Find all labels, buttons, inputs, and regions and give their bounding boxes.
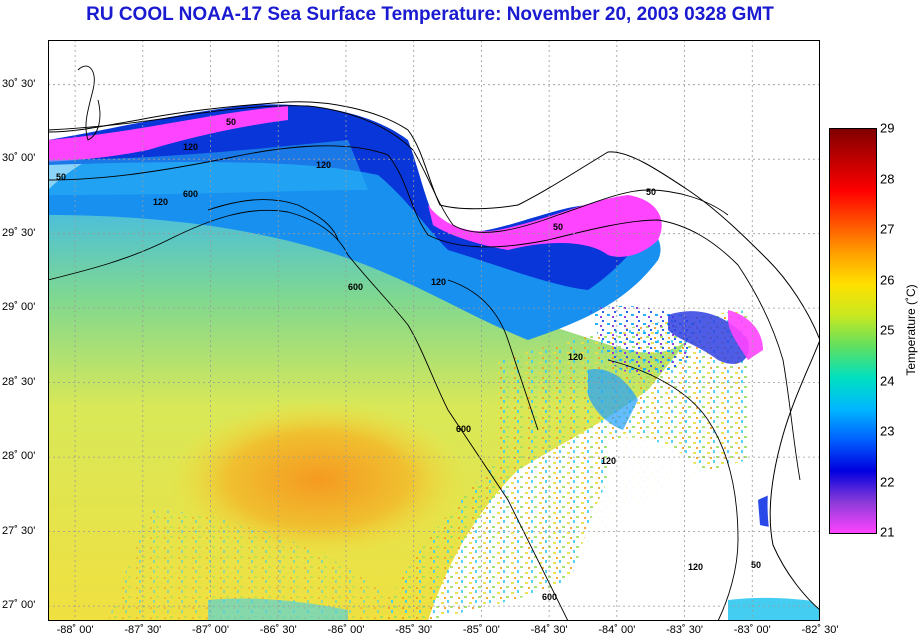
depth-label: 120	[431, 277, 446, 287]
depth-label: 120	[316, 160, 331, 170]
depth-label: 50	[751, 560, 761, 570]
colorbar-label: Temperature (˚C)	[904, 284, 918, 376]
latitude-label: 29˚ 30'	[2, 226, 36, 239]
map-title: RU COOL NOAA-17 Sea Surface Temperature:…	[86, 4, 774, 25]
longitude-label: -82˚ 30'	[801, 624, 839, 636]
depth-label: 600	[348, 282, 363, 292]
longitude-label: -87˚ 00'	[192, 624, 229, 636]
latitude-label: 27˚ 30'	[2, 524, 36, 537]
latitude-label: 27˚ 00'	[2, 599, 36, 612]
longitude-label: -87˚ 30'	[124, 624, 162, 636]
depth-label: 120	[153, 197, 168, 207]
sst-field	[48, 104, 820, 621]
colorbar-tick-label: 26	[880, 272, 895, 287]
longitude-label: -85˚ 30'	[395, 624, 433, 636]
depth-label: 600	[542, 592, 557, 602]
depth-label: 50	[553, 222, 563, 232]
longitude-label: -88˚ 00'	[56, 624, 94, 636]
longitude-label: -85˚ 00'	[462, 624, 500, 636]
colorbar-tick-label: 25	[880, 322, 895, 338]
coastline	[48, 101, 820, 611]
longitude-label: -86˚ 00'	[327, 624, 365, 636]
depth-label: 50	[226, 117, 236, 127]
latitude-label: 30˚ 30'	[2, 77, 36, 90]
depth-label: 50	[56, 172, 66, 182]
longitude-label: -83˚ 00'	[733, 624, 771, 636]
latitude-label: 28˚ 30'	[2, 375, 36, 388]
colorbar-tick-label: 21	[880, 524, 895, 540]
depth-label: 50	[646, 187, 656, 197]
colorbar-tick-label: 23	[880, 423, 895, 439]
graticule	[48, 40, 820, 621]
temperature-colorbar	[829, 128, 877, 534]
map-border	[48, 40, 820, 621]
longitude-label: -84˚ 30'	[530, 624, 568, 636]
depth-label: 600	[183, 189, 198, 199]
sst-map-canvas: 50 120 600 120 50 120 600 120 600 120 12…	[48, 40, 820, 621]
longitude-label: -86˚ 30'	[259, 624, 297, 636]
depth-label: 120	[183, 142, 198, 152]
latitude-label: 30˚ 00'	[2, 152, 36, 165]
depth-label: 120	[601, 456, 616, 466]
depth-label: 600	[456, 424, 471, 434]
depth-labels: 50 120 600 120 50 120 600 120 600 120 12…	[56, 117, 761, 602]
latitude-label: 28˚ 00'	[2, 450, 36, 463]
latitude-label: 29˚ 00'	[2, 301, 36, 314]
depth-label: 120	[688, 562, 703, 572]
colorbar-tick-label: 29	[880, 120, 895, 136]
colorbar-tick-label: 27	[880, 221, 895, 237]
colorbar-tick-label: 22	[880, 474, 895, 489]
sst-map: 50 120 600 120 50 120 600 120 600 120 12…	[48, 40, 820, 621]
colorbar-tick-label: 28	[880, 171, 895, 186]
colorbar-tick-label: 24	[880, 373, 895, 388]
longitude-label: -83˚ 30'	[666, 624, 704, 636]
bathymetry-contours	[48, 65, 801, 621]
longitude-label: -84˚ 00'	[598, 624, 636, 636]
land-mask	[48, 40, 820, 621]
depth-label: 120	[568, 352, 583, 362]
